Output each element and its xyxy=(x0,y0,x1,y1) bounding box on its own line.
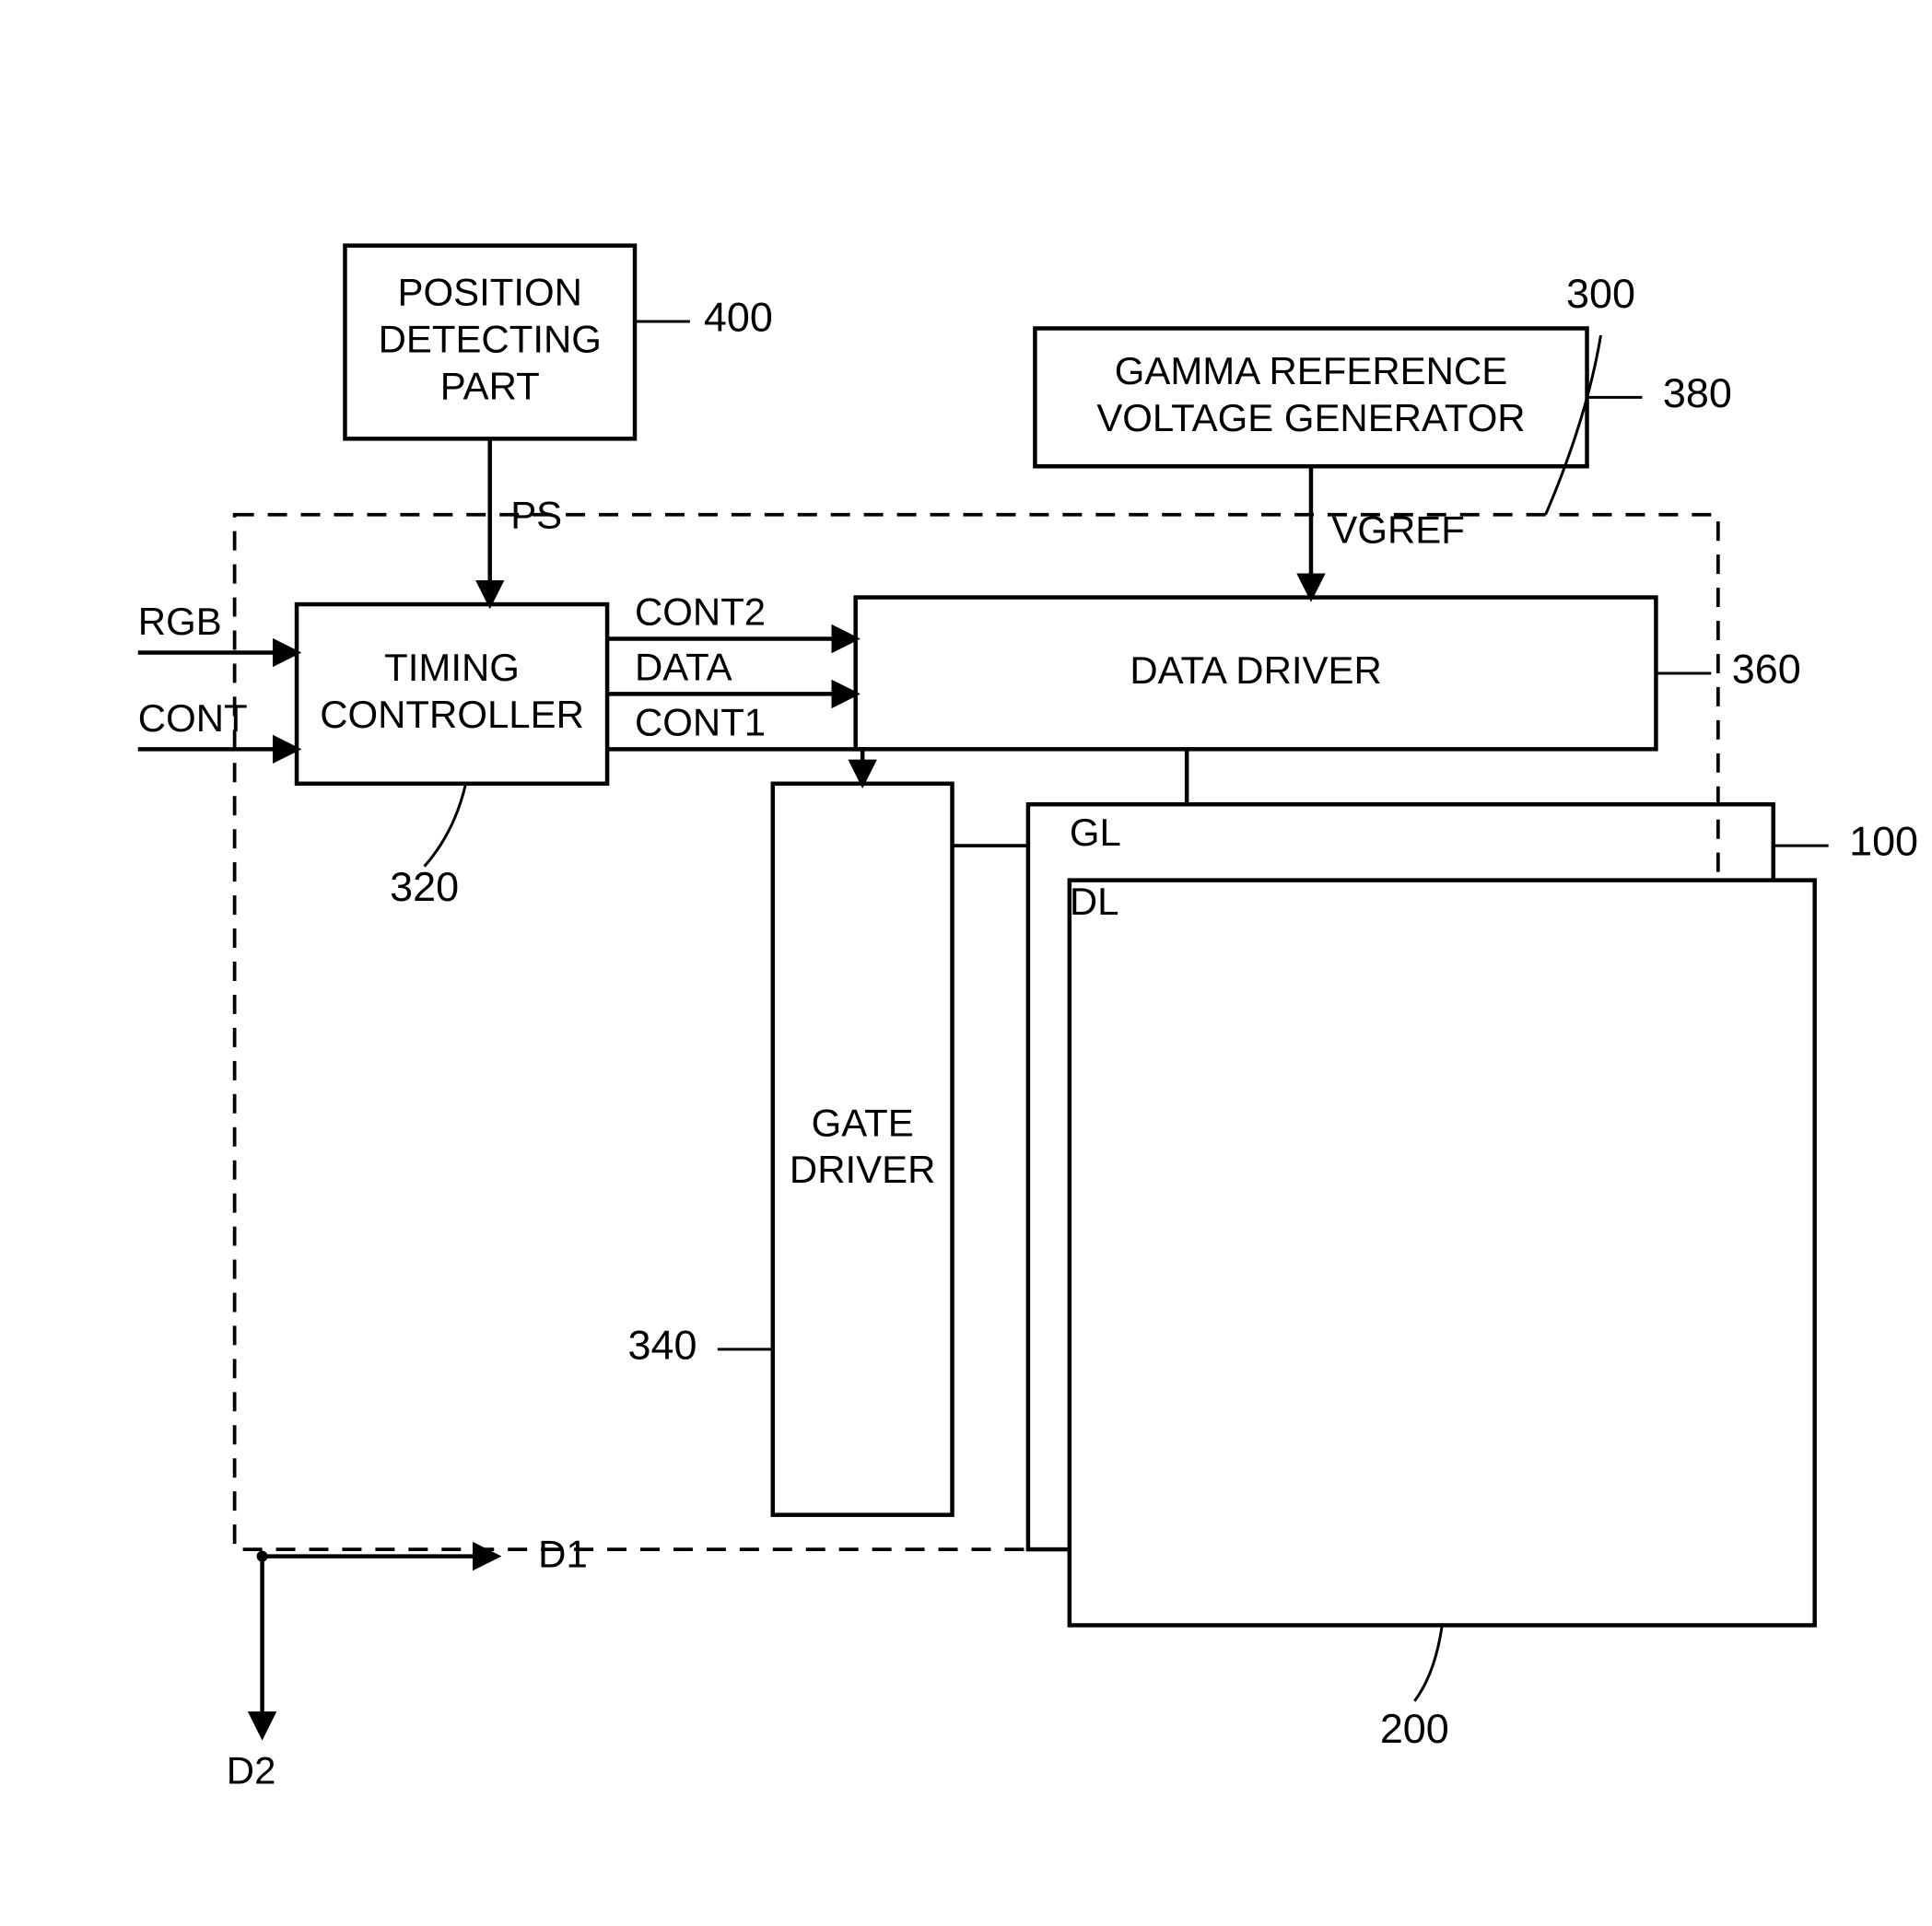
gate-driver-label: GATE xyxy=(812,1101,914,1144)
position-detecting-part-label: PART xyxy=(440,364,540,407)
ref-320: 320 xyxy=(390,863,459,910)
ps-label: PS xyxy=(510,494,562,537)
gate-driver-label: DRIVER xyxy=(790,1148,935,1191)
ref-200: 200 xyxy=(1380,1705,1449,1752)
cont-label: CONT xyxy=(138,696,248,740)
gamma-reference-voltage-generator-label: VOLTAGE GENERATOR xyxy=(1096,396,1525,439)
dl-label: DL xyxy=(1070,880,1119,923)
cont1-arrow xyxy=(607,749,862,783)
position-detecting-part-label: DETECTING xyxy=(379,318,602,361)
gamma-reference-voltage-generator-label: GAMMA REFERENCE xyxy=(1115,349,1507,392)
ref-100: 100 xyxy=(1849,818,1918,865)
d2-label: D2 xyxy=(227,1749,276,1792)
ref-400: 400 xyxy=(704,293,773,340)
rgb-label: RGB xyxy=(138,600,222,643)
data-label: DATA xyxy=(635,645,732,688)
position-detecting-part-label: POSITION xyxy=(398,271,582,314)
ref-360: 360 xyxy=(1732,645,1801,692)
data-driver-label: DATA DRIVER xyxy=(1130,648,1381,692)
timing-controller-label: CONTROLLER xyxy=(320,693,584,736)
cont2-label: CONT2 xyxy=(635,590,766,634)
gl-label: GL xyxy=(1070,811,1121,854)
timing-controller-label: TIMING xyxy=(384,646,520,689)
panel-front xyxy=(1070,881,1815,1626)
vgref-label: VGREF xyxy=(1331,508,1464,551)
axes-origin xyxy=(257,1551,268,1562)
ref-380: 380 xyxy=(1663,369,1732,416)
d1-label: D1 xyxy=(538,1533,588,1576)
ref-340: 340 xyxy=(627,1321,697,1368)
ref-300: 300 xyxy=(1566,270,1635,317)
cont1-label: CONT1 xyxy=(635,700,766,743)
